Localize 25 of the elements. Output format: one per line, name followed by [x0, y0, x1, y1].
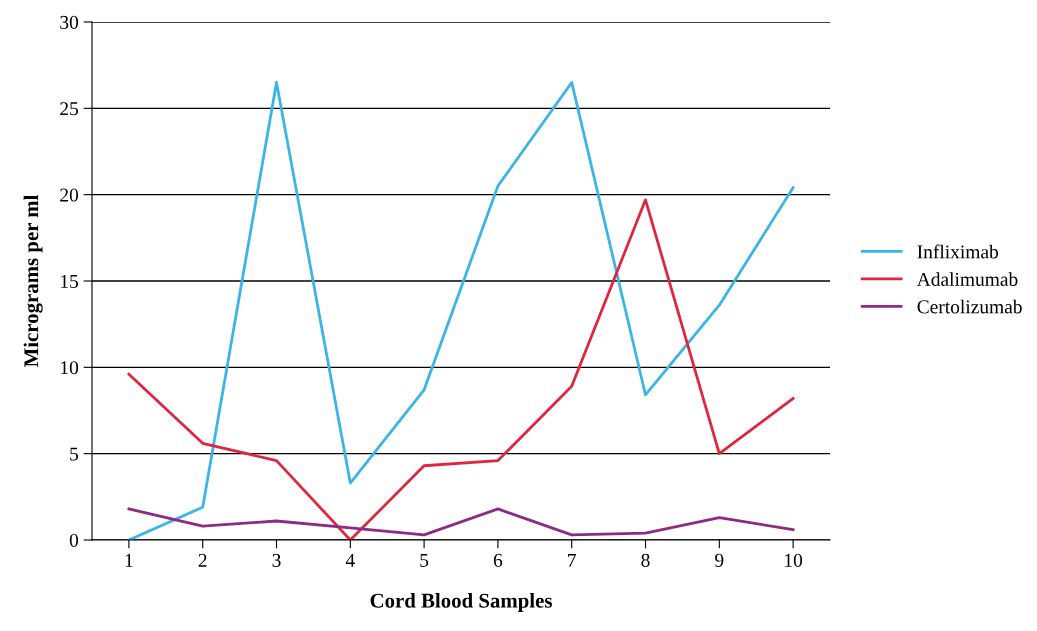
x-tick-label: 7: [568, 553, 576, 567]
x-tick-label: 1: [125, 553, 133, 567]
x-axis-title: Cord Blood Samples: [370, 593, 552, 612]
legend-label: Certolizumab: [917, 299, 1022, 314]
line-series: [127, 507, 795, 537]
line-series: [127, 81, 795, 540]
legend-label: Infliximab: [917, 244, 999, 259]
x-tick-label: 6: [493, 553, 503, 567]
line-series: [127, 198, 795, 540]
y-tick-label: 10: [61, 361, 79, 375]
legend-label: Adalimumab: [916, 272, 1018, 286]
y-tick-label: 25: [60, 102, 79, 116]
y-tick-label: 5: [70, 447, 79, 461]
x-tick-label: 10: [785, 553, 803, 567]
x-tick-label: 4: [345, 553, 355, 567]
y-tick-label: 20: [60, 188, 79, 202]
x-tick-label: 3: [272, 553, 281, 567]
y-axis-title: Micrograms per ml: [23, 194, 43, 368]
y-tick-label: 30: [60, 15, 79, 29]
x-tick-label: 5: [420, 553, 429, 567]
y-tick-label: 0: [69, 533, 79, 547]
x-tick-label: 2: [198, 553, 207, 567]
x-tick-label: 9: [715, 553, 724, 567]
y-tick-label: 15: [61, 274, 79, 288]
x-tick-label: 8: [641, 553, 650, 567]
